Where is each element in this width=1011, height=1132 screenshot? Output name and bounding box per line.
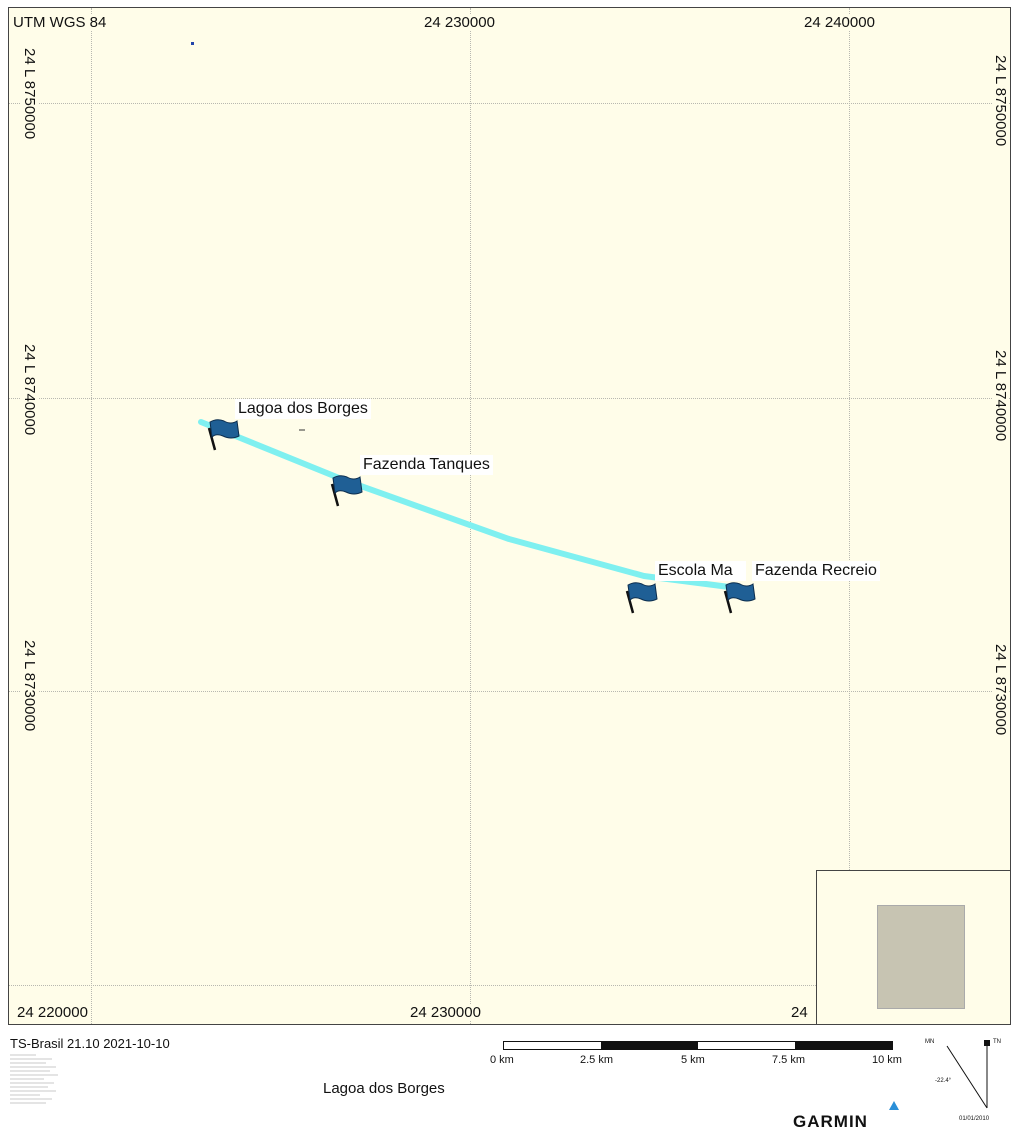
grid-line-vertical: [91, 8, 92, 1024]
grid-line-horizontal: [9, 985, 1010, 986]
scale-label: 2.5 km: [580, 1054, 614, 1066]
source-label: TS-Brasil 21.10 2021-10-10: [10, 1036, 170, 1051]
north-arrow-icon: [946, 1040, 990, 1109]
map-point-marker: [191, 42, 194, 45]
projection-label: UTM WGS 84: [13, 14, 107, 31]
overview-inset[interactable]: [816, 870, 1010, 1024]
flag-icon: [625, 582, 658, 614]
declination-date: 01/01/2010: [959, 1116, 990, 1122]
north-arrow-diagram: MN TN -22.4° 01/01/2010: [925, 1036, 1011, 1130]
garmin-triangle-icon: [889, 1101, 899, 1110]
grid-line-horizontal: [9, 691, 1010, 692]
scale-bar: [503, 1041, 893, 1050]
bottom-easting-label: 24: [791, 1004, 808, 1021]
top-easting-label: 24 240000: [804, 14, 875, 31]
flag-icon: [207, 419, 240, 451]
legend-fine-print: [10, 1054, 58, 1104]
flag-icon: [330, 475, 363, 507]
top-easting-label: 24 230000: [424, 14, 495, 31]
true-north-label: TN: [993, 1039, 1001, 1045]
garmin-logo: GARMIN: [793, 1112, 868, 1131]
magnetic-north-label: MN: [925, 1039, 935, 1045]
grid-line-vertical: [470, 8, 471, 1024]
map-title: Lagoa dos Borges: [323, 1080, 445, 1097]
scale-label: 0 km: [490, 1054, 514, 1066]
flag-icon: [723, 582, 756, 614]
grid-line-horizontal: [9, 398, 1010, 399]
scale-label: 5 km: [681, 1054, 705, 1066]
waypoint-label[interactable]: Lagoa dos Borges: [235, 399, 371, 419]
waypoint-label[interactable]: Escola Ma: [655, 561, 746, 581]
grid-line-vertical: [849, 8, 850, 1024]
grid-line-horizontal: [9, 103, 1010, 104]
waypoint-label[interactable]: Fazenda Recreio: [752, 561, 880, 581]
overview-extent-rect: [877, 905, 965, 1009]
waypoint-label[interactable]: Fazenda Tanques: [360, 455, 493, 475]
scale-label: 10 km: [872, 1054, 902, 1066]
scale-label: 7.5 km: [772, 1054, 806, 1066]
bottom-easting-label: 24 220000: [17, 1004, 88, 1021]
declination-label: -22.4°: [935, 1078, 952, 1084]
bottom-easting-label: 24 230000: [410, 1004, 481, 1021]
map-frame[interactable]: UTM WGS 84 24 230000 24 240000 24 L 8750…: [8, 7, 1011, 1025]
